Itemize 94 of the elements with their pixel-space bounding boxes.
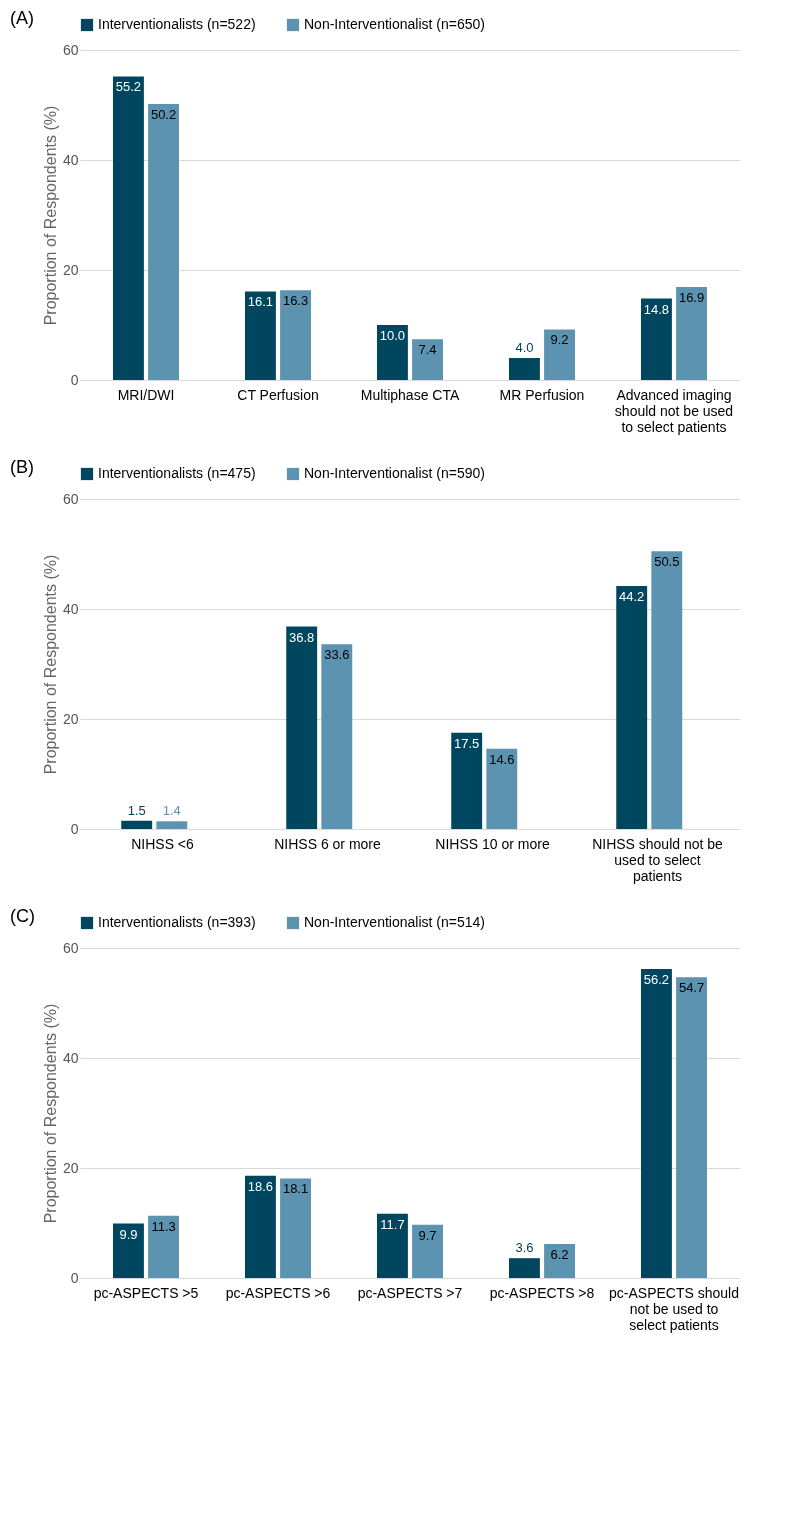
data-label: 18.1 — [282, 1181, 309, 1197]
bar — [544, 329, 575, 380]
bar — [544, 1243, 575, 1278]
bar — [148, 1215, 179, 1278]
data-label: 11.7 — [380, 1216, 405, 1232]
chart-title: (B) — [10, 457, 34, 477]
legend-label: Interventionalists (n=522) — [98, 16, 256, 32]
data-label: 10.0 — [379, 328, 406, 343]
x-tick-label: pc-ASPECTS >7 — [357, 1284, 463, 1301]
data-label: 4.0 — [515, 340, 534, 355]
data-label: 9.7 — [418, 1227, 437, 1243]
y-axis-title: Proportion of Respondents (%) — [41, 1003, 59, 1224]
y-tick-label: 0 — [70, 1269, 79, 1286]
data-label: 16.3 — [282, 293, 309, 309]
x-tick-label: NIHSS 6 or more — [274, 835, 381, 852]
bar — [412, 339, 443, 380]
data-label: 9.9 — [119, 1226, 138, 1242]
data-label: 17.5 — [454, 735, 480, 751]
y-tick-label: 40 — [62, 151, 79, 168]
bar — [113, 76, 144, 380]
x-tick-label: CT Perfusion — [237, 386, 319, 403]
legend-label: Non-Interventionalist (n=650) — [304, 16, 485, 32]
data-label: 56.2 — [643, 971, 670, 987]
x-tick-label: pc-ASPECTS should not be used to select patients — [609, 1284, 739, 1333]
bar — [676, 977, 707, 1278]
chart-title: (C) — [10, 906, 35, 926]
bar — [156, 821, 188, 829]
legend-label: Non-Interventionalist (n=590) — [304, 465, 485, 481]
data-label: 36.8 — [289, 629, 315, 645]
y-tick-label: 60 — [62, 939, 79, 956]
x-tick-label: NIHSS should not be used to select patients — [592, 835, 724, 884]
x-tick-label: NIHSS <6 — [131, 835, 195, 852]
data-label: 16.9 — [678, 290, 705, 306]
y-tick-label: 0 — [70, 820, 79, 837]
data-label: 55.2 — [115, 79, 142, 95]
data-label: 18.6 — [247, 1178, 274, 1194]
legend-label: Interventionalists (n=475) — [98, 465, 256, 481]
data-label: 9.2 — [550, 332, 569, 348]
data-label: 1.5 — [127, 802, 146, 818]
y-axis-title: Proportion of Respondents (%) — [41, 105, 59, 326]
bar — [321, 644, 353, 829]
bar — [412, 1224, 443, 1278]
x-tick-label: MRI/DWI — [117, 386, 175, 403]
bar — [641, 968, 672, 1278]
x-tick-label: pc-ASPECTS >5 — [93, 1284, 199, 1301]
data-label: 44.2 — [619, 588, 645, 604]
y-axis-title: Proportion of Respondents (%) — [41, 554, 59, 775]
bar — [245, 1175, 276, 1278]
bar — [286, 626, 318, 829]
bar — [651, 551, 683, 829]
data-label: 11.3 — [151, 1218, 176, 1234]
y-tick-label: 20 — [62, 261, 79, 278]
bar — [148, 103, 179, 380]
bar — [509, 1258, 540, 1278]
bar — [451, 732, 483, 829]
bar — [121, 820, 153, 829]
bar — [509, 358, 540, 380]
y-tick-label: 60 — [62, 490, 79, 507]
bar — [377, 1213, 408, 1278]
data-label: 50.5 — [654, 554, 680, 570]
bar — [280, 290, 311, 380]
x-tick-label: pc-ASPECTS >6 — [225, 1284, 331, 1301]
data-label: 54.7 — [678, 980, 705, 996]
legend-label: Interventionalists (n=393) — [98, 914, 256, 930]
bar — [377, 325, 408, 380]
x-tick-label: Multiphase CTA — [360, 386, 460, 403]
data-label: 14.6 — [489, 751, 515, 767]
data-label: 3.6 — [515, 1240, 534, 1256]
data-label: 14.8 — [643, 301, 670, 317]
legend-label: Non-Interventionalist (n=514) — [304, 914, 485, 930]
bar — [486, 748, 518, 829]
bar — [676, 287, 707, 380]
y-tick-label: 40 — [62, 1049, 79, 1066]
data-label: 50.2 — [150, 106, 177, 122]
chart-title: (A) — [10, 8, 34, 28]
data-label: 6.2 — [550, 1246, 569, 1262]
y-tick-label: 60 — [62, 41, 79, 58]
y-tick-label: 40 — [62, 600, 79, 617]
x-tick-label: MR Perfusion — [499, 386, 585, 403]
data-label: 16.1 — [247, 294, 274, 310]
x-tick-label: Advanced imaging should not be used to select patients — [614, 386, 734, 435]
x-tick-label: pc-ASPECTS >8 — [489, 1284, 595, 1301]
bar — [280, 1178, 311, 1278]
data-label: 33.6 — [324, 647, 350, 663]
bar — [113, 1223, 144, 1278]
y-tick-label: 20 — [62, 1159, 79, 1176]
bar — [245, 291, 276, 380]
bar — [641, 298, 672, 380]
y-tick-label: 0 — [70, 371, 79, 388]
bar — [616, 585, 648, 829]
data-label: 7.4 — [418, 342, 437, 358]
data-label: 1.4 — [162, 803, 181, 819]
y-tick-label: 20 — [62, 710, 79, 727]
x-tick-label: NIHSS 10 or more — [435, 835, 550, 852]
